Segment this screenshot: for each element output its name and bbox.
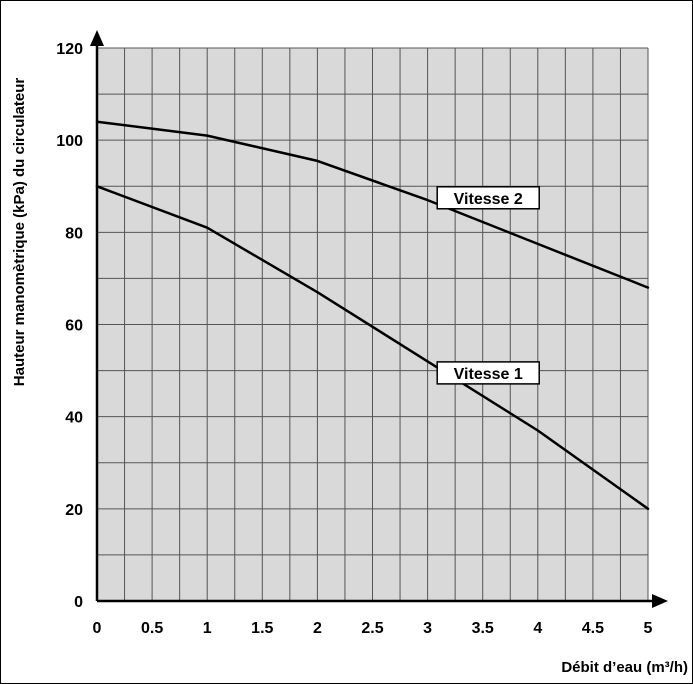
x-tick-label: 3 [423,620,432,637]
y-tick-label: 120 [56,41,83,58]
x-axis-label: Débit d’eau (m³/h) [561,659,688,676]
y-tick-label: 20 [65,502,83,519]
series-line [95,120,650,289]
series-lines [95,120,650,511]
x-tick-label: 3.5 [472,620,494,637]
x-tick-label: 2 [313,620,322,637]
y-tick-labels: 0 20 40 60 80 100 120 [56,41,83,611]
y-tick-label: 100 [56,133,83,150]
series-labels: Vitesse 2 Vitesse 1 [436,186,540,385]
y-axis-arrow [90,30,104,46]
x-tick-labels: 0 0.5 1 1.5 2 2.5 3 3.5 4 4.5 5 [93,620,653,637]
series-label-box [436,186,540,210]
y-tick-label: 0 [74,594,83,611]
x-tick-label: 5 [644,620,653,637]
axes [90,30,668,608]
x-tick-label: 1 [203,620,212,637]
grid [96,47,649,602]
x-axis-arrow [652,594,668,608]
y-tick-label: 80 [65,225,83,242]
x-tick-label: 0.5 [141,620,163,637]
x-tick-label: 0 [93,620,102,637]
series-label: Vitesse 2 [454,191,523,208]
x-tick-label: 4.5 [582,620,604,637]
y-axis-label: Hauteur manomètrique (kPa) du circulateu… [11,78,28,387]
series-label-box [436,361,540,385]
y-tick-label: 40 [65,410,83,427]
x-tick-label: 2.5 [361,620,383,637]
series-label: Vitesse 1 [454,366,523,383]
series-line [95,185,650,511]
x-tick-label: 1.5 [251,620,273,637]
x-tick-label: 4 [533,620,542,637]
y-tick-label: 60 [65,318,83,335]
